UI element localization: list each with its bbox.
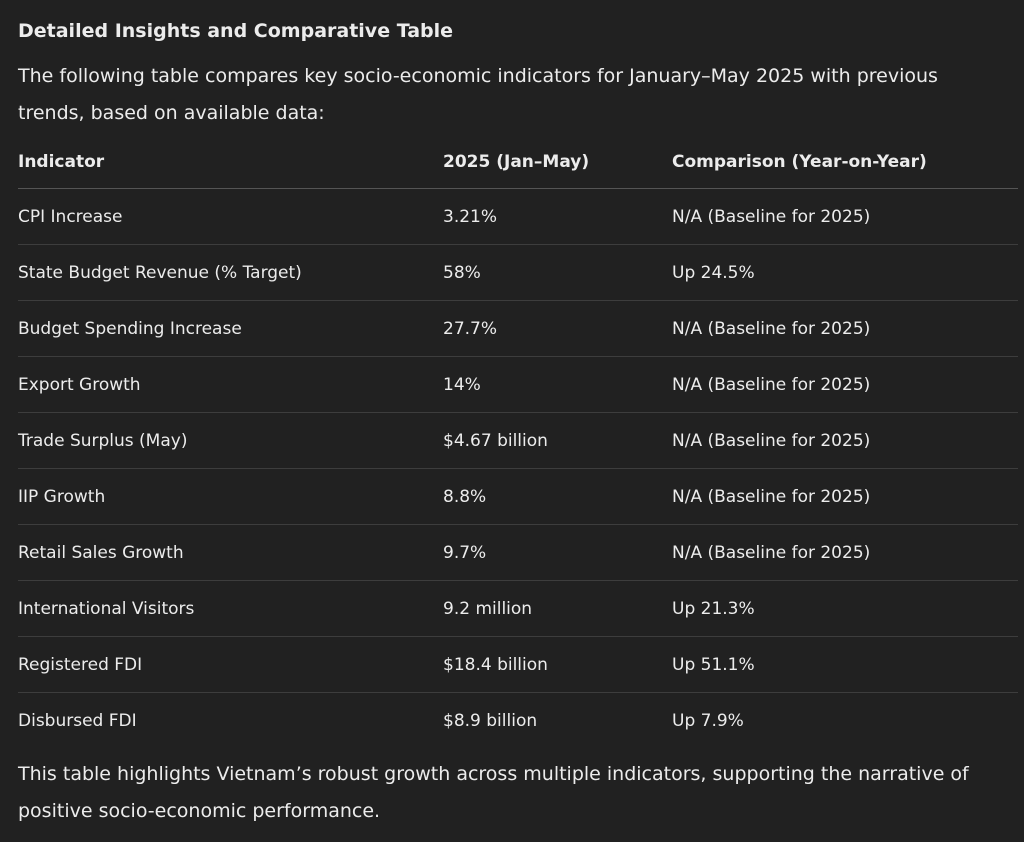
table-cell: Registered FDI xyxy=(18,636,443,693)
header-row: Indicator 2025 (Jan–May) Comparison (Year-… xyxy=(18,136,1018,189)
table-cell: N/A (Baseline for 2025) xyxy=(672,300,1018,357)
table-cell: 8.8% xyxy=(443,468,672,525)
table-cell: N/A (Baseline for 2025) xyxy=(672,468,1018,525)
table-cell: IIP Growth xyxy=(18,468,443,525)
table-cell: 14% xyxy=(443,356,672,413)
table-cell: 58% xyxy=(443,244,672,301)
table: Indicator 2025 (Jan–May) Comparison (Year-… xyxy=(18,136,1018,748)
table-body: CPI Increase 3.21% N/A (Baseline for 2025)… xyxy=(18,188,1018,749)
table-row: CPI Increase 3.21% N/A (Baseline for 2025) xyxy=(18,188,1018,245)
table-cell: N/A (Baseline for 2025) xyxy=(672,356,1018,413)
table-row: Registered FDI $18.4 billion Up 51.1% xyxy=(18,636,1018,693)
table-cell: Trade Surplus (May) xyxy=(18,412,443,469)
table-cell: CPI Increase xyxy=(18,188,443,245)
table-cell: 3.21% xyxy=(443,188,672,245)
table-cell: N/A (Baseline for 2025) xyxy=(672,412,1018,469)
table-cell: Up 51.1% xyxy=(672,636,1018,693)
header-cell: Comparison (Year-on-Year) xyxy=(672,136,1018,189)
table-cell: $18.4 billion xyxy=(443,636,672,693)
table-cell: 9.7% xyxy=(443,524,672,581)
table-row: International Visitors 9.2 million Up 21.3… xyxy=(18,580,1018,637)
table-cell: Up 24.5% xyxy=(672,244,1018,301)
table-cell: $8.9 billion xyxy=(443,710,538,731)
table-cell: State Budget Revenue (% Target) xyxy=(18,244,443,301)
table-cell: N/A (Baseline for 2025) xyxy=(672,524,1018,581)
table-row: Trade Surplus (May) $4.67 billion N/A (Bas… xyxy=(18,412,1018,469)
table-cell: N/A (Baseline for 2025) xyxy=(672,188,1018,245)
table-row: State Budget Revenue (% Target) 58% Up 24.… xyxy=(18,244,1018,301)
table-cell: 27.7% xyxy=(443,300,672,357)
table-cell: 9.2 million xyxy=(443,580,672,637)
intro: The following table compares key socio-e… xyxy=(18,65,938,124)
table-row: Disbursed FDI $8.9 billion Up 7.9% xyxy=(18,693,1018,749)
table-cell: Up 7.9% xyxy=(672,710,744,731)
table-row: Retail Sales Growth 9.7% N/A (Baseline for… xyxy=(18,524,1018,581)
table-cell: Up 21.3% xyxy=(672,580,1018,637)
table-cell: Retail Sales Growth xyxy=(18,524,443,581)
conclusion: This table highlights Vietnam’s robust g… xyxy=(18,763,969,822)
table-row: IIP Growth 8.8% N/A (Baseline for 2025) xyxy=(18,468,1018,525)
heading: Detailed Insights and Comparative Table xyxy=(18,20,454,42)
table-cell: Export Growth xyxy=(18,356,443,413)
table-cell: $4.67 billion xyxy=(443,412,672,469)
header-cell: 2025 (Jan–May) xyxy=(443,136,672,189)
table-cell: Disbursed FDI xyxy=(18,710,137,731)
header-cell: Indicator xyxy=(18,136,443,189)
table-cell: Budget Spending Increase xyxy=(18,300,443,357)
table-cell: International Visitors xyxy=(18,580,443,637)
table-row: Budget Spending Increase 27.7% N/A (Baseli… xyxy=(18,300,1018,357)
table-row: Export Growth 14% N/A (Baseline for 2025) xyxy=(18,356,1018,413)
